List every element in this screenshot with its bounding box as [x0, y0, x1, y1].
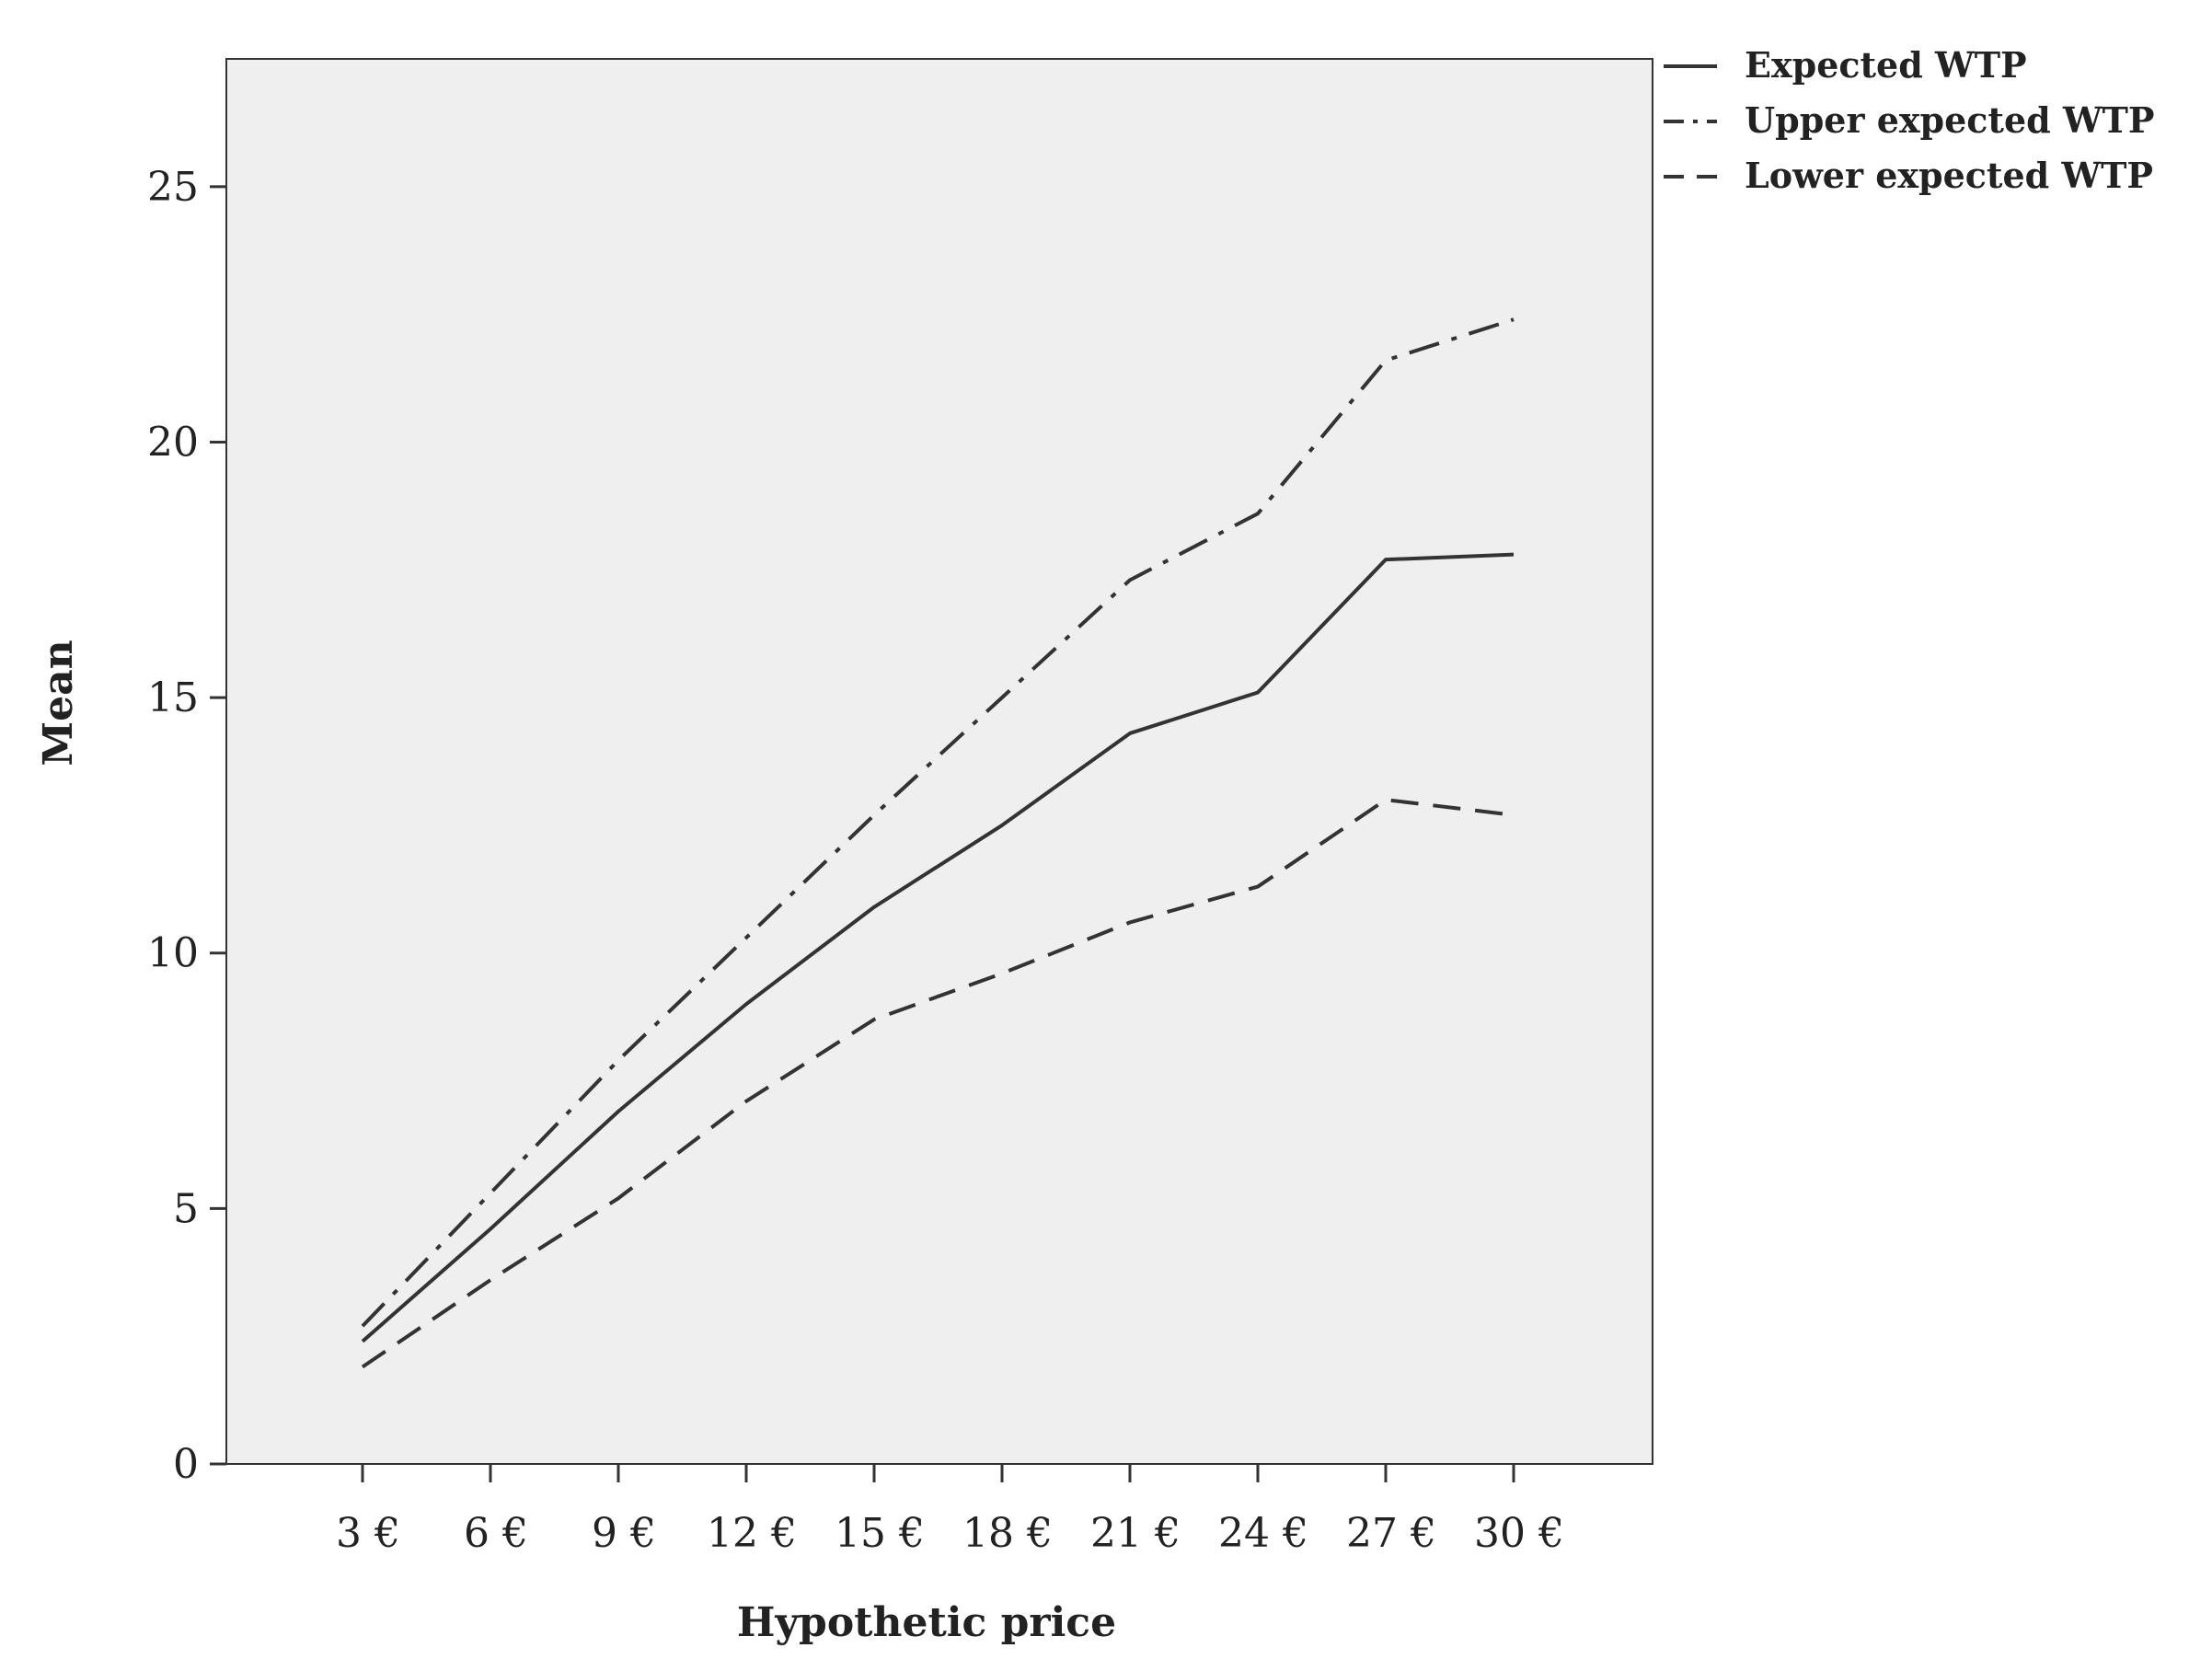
legend: Expected WTP Upper expected WTP Lower expe…: [1664, 44, 2154, 196]
x-tick-label: 30 €: [1474, 1510, 1564, 1557]
y-axis-title: Mean: [35, 640, 82, 766]
x-axis-title: Hypothetic price: [737, 1599, 1116, 1646]
y-tick-label: 0: [173, 1441, 199, 1488]
x-axis: 3 € 6 € 9 € 12 € 15 € 18 € 21 € 24 € 27 € 30 €: [336, 1464, 1564, 1557]
legend-label: Expected WTP: [1745, 44, 2027, 86]
x-tick-label: 6 €: [464, 1510, 528, 1557]
x-tick-label: 12 €: [707, 1510, 797, 1557]
series-line-lower-expected-wtp: [361, 798, 1515, 1369]
legend-label: Lower expected WTP: [1745, 155, 2153, 196]
x-tick-label: 21 €: [1090, 1510, 1181, 1557]
series-line-upper-expected-wtp: [361, 317, 1515, 1328]
legend-label: Upper expected WTP: [1745, 99, 2154, 141]
x-tick-label: 18 €: [962, 1510, 1053, 1557]
y-tick-label: 20: [147, 419, 199, 466]
x-tick-label: 9 €: [592, 1510, 656, 1557]
x-tick-label: 15 €: [835, 1510, 925, 1557]
x-tick-label: 24 €: [1218, 1510, 1308, 1557]
y-tick-label: 10: [147, 930, 199, 977]
series-lines: [361, 317, 1515, 1369]
series-line-expected-wtp: [361, 552, 1515, 1343]
x-tick-label: 3 €: [336, 1510, 400, 1557]
y-tick-label: 15: [147, 674, 199, 721]
plot-area: [225, 58, 1653, 1465]
y-tick-label: 25: [147, 164, 199, 211]
x-tick-label: 27 €: [1346, 1510, 1436, 1557]
y-tick-label: 5: [173, 1185, 199, 1232]
y-axis: 0 5 10 15 20 25: [147, 164, 226, 1488]
